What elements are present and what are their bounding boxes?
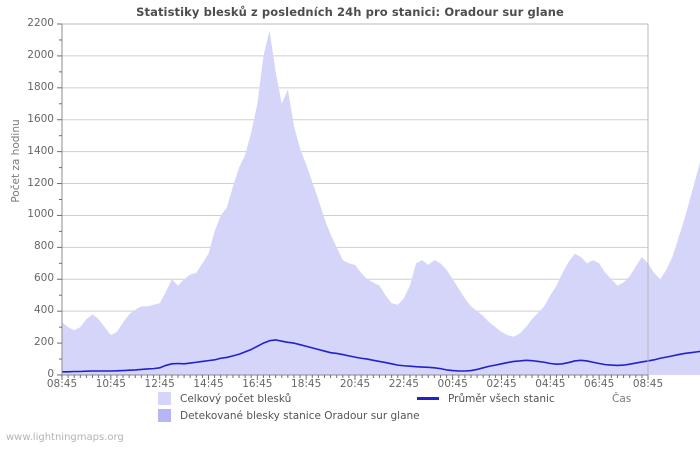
x-axis-label: Čas [612,393,632,405]
xtick-label: 08:45 [632,378,664,390]
xtick-label: 06:45 [584,378,615,390]
xtick-label: 04:45 [535,378,566,390]
chart-legend: Celkový počet blesků Detekované blesky s… [0,390,700,426]
ytick-label: 1600 [27,112,54,125]
legend-item-total: Celkový počet blesků [158,390,291,407]
ytick-label: 800 [33,240,54,253]
xtick-label: 14:45 [193,378,224,390]
ytick-label: 600 [33,272,54,285]
ytick-label: 200 [33,336,54,349]
legend-item-station: Detekované blesky stanice Oradour sur gl… [158,407,420,424]
xtick-label: 08:45 [46,378,78,390]
legend-label-total: Celkový počet blesků [180,392,292,405]
ytick-label: 2200 [27,17,54,29]
ytick-label: 400 [33,304,54,317]
area-series-0 [62,30,700,375]
legend-item-average: Průměr všech stanic [417,390,555,407]
legend-label-average: Průměr všech stanic [448,392,555,405]
ytick-label: 1200 [27,176,54,189]
xtick-label: 18:45 [291,378,322,390]
xtick-label: 00:45 [437,378,468,390]
xtick-label: 12:45 [144,378,175,390]
xtick-label: 16:45 [242,378,273,390]
xtick-label: 20:45 [339,378,371,390]
legend-swatch-total [158,392,171,405]
legend-label-station: Detekované blesky stanice Oradour sur gl… [180,409,420,422]
chart-title: Statistiky blesků z posledních 24h pro s… [136,5,564,19]
ytick-label: 2000 [27,48,54,61]
xtick-label: 10:45 [95,378,126,390]
footer-attribution: www.lightningmaps.org [6,432,124,443]
ytick-label: 1000 [27,208,54,221]
line-series-0 [62,339,700,373]
xtick-label: 02:45 [486,378,517,390]
ytick-label: 0 [47,368,54,380]
ytick-label: 1400 [27,144,54,157]
xtick-label: 22:45 [388,378,419,390]
legend-swatch-station [158,409,171,422]
ytick-label: 1800 [27,80,54,93]
legend-swatch-average [417,397,439,400]
